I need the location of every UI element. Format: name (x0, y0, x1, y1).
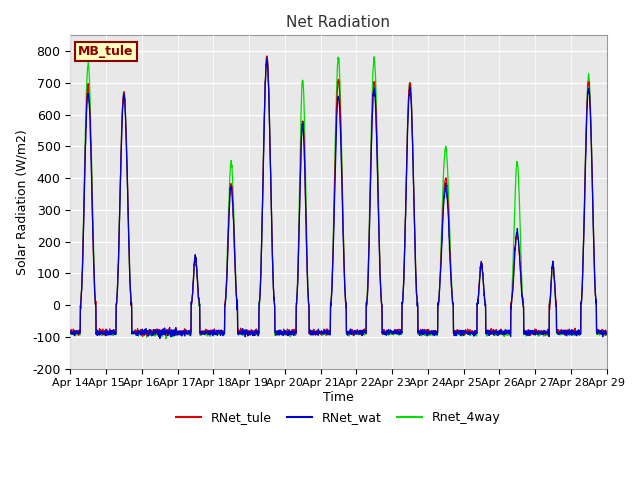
Title: Net Radiation: Net Radiation (286, 15, 390, 30)
Y-axis label: Solar Radiation (W/m2): Solar Radiation (W/m2) (15, 129, 28, 275)
X-axis label: Time: Time (323, 391, 354, 404)
Text: MB_tule: MB_tule (78, 45, 134, 59)
Legend: RNet_tule, RNet_wat, Rnet_4way: RNet_tule, RNet_wat, Rnet_4way (171, 406, 506, 429)
